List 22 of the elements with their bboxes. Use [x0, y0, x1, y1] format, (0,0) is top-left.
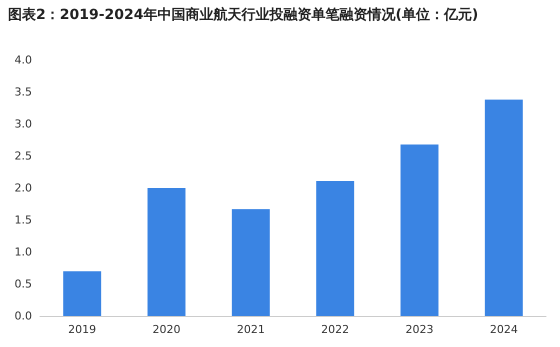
bar [232, 209, 270, 316]
bar [484, 100, 523, 316]
y-tick-label: 2.0 [14, 182, 32, 194]
x-tick-label: 2022 [321, 323, 350, 336]
y-tick-label: 4.0 [14, 54, 32, 66]
y-tick-label: 2.5 [14, 150, 32, 162]
y-tick-label: 0.0 [14, 310, 32, 322]
x-tick-label: 2019 [68, 323, 96, 336]
y-tick-label: 1.0 [14, 246, 32, 258]
x-tick-label: 2021 [236, 323, 265, 336]
chart-title: 图表2：2019-2024年中国商业航天行业投融资单笔融资情况(单位：亿元) [7, 6, 480, 25]
x-tick-label: 2023 [406, 323, 434, 336]
y-tick-label: 1.5 [14, 214, 32, 226]
bar [316, 180, 354, 316]
bar [148, 188, 186, 316]
bar [63, 271, 102, 316]
y-tick-label: 3.0 [14, 118, 32, 130]
y-tick-label: 0.5 [14, 278, 32, 290]
x-tick-label: 2024 [490, 323, 518, 336]
x-tick-label: 2020 [152, 323, 180, 336]
bar [400, 144, 438, 316]
y-tick-label: 3.5 [14, 86, 32, 98]
